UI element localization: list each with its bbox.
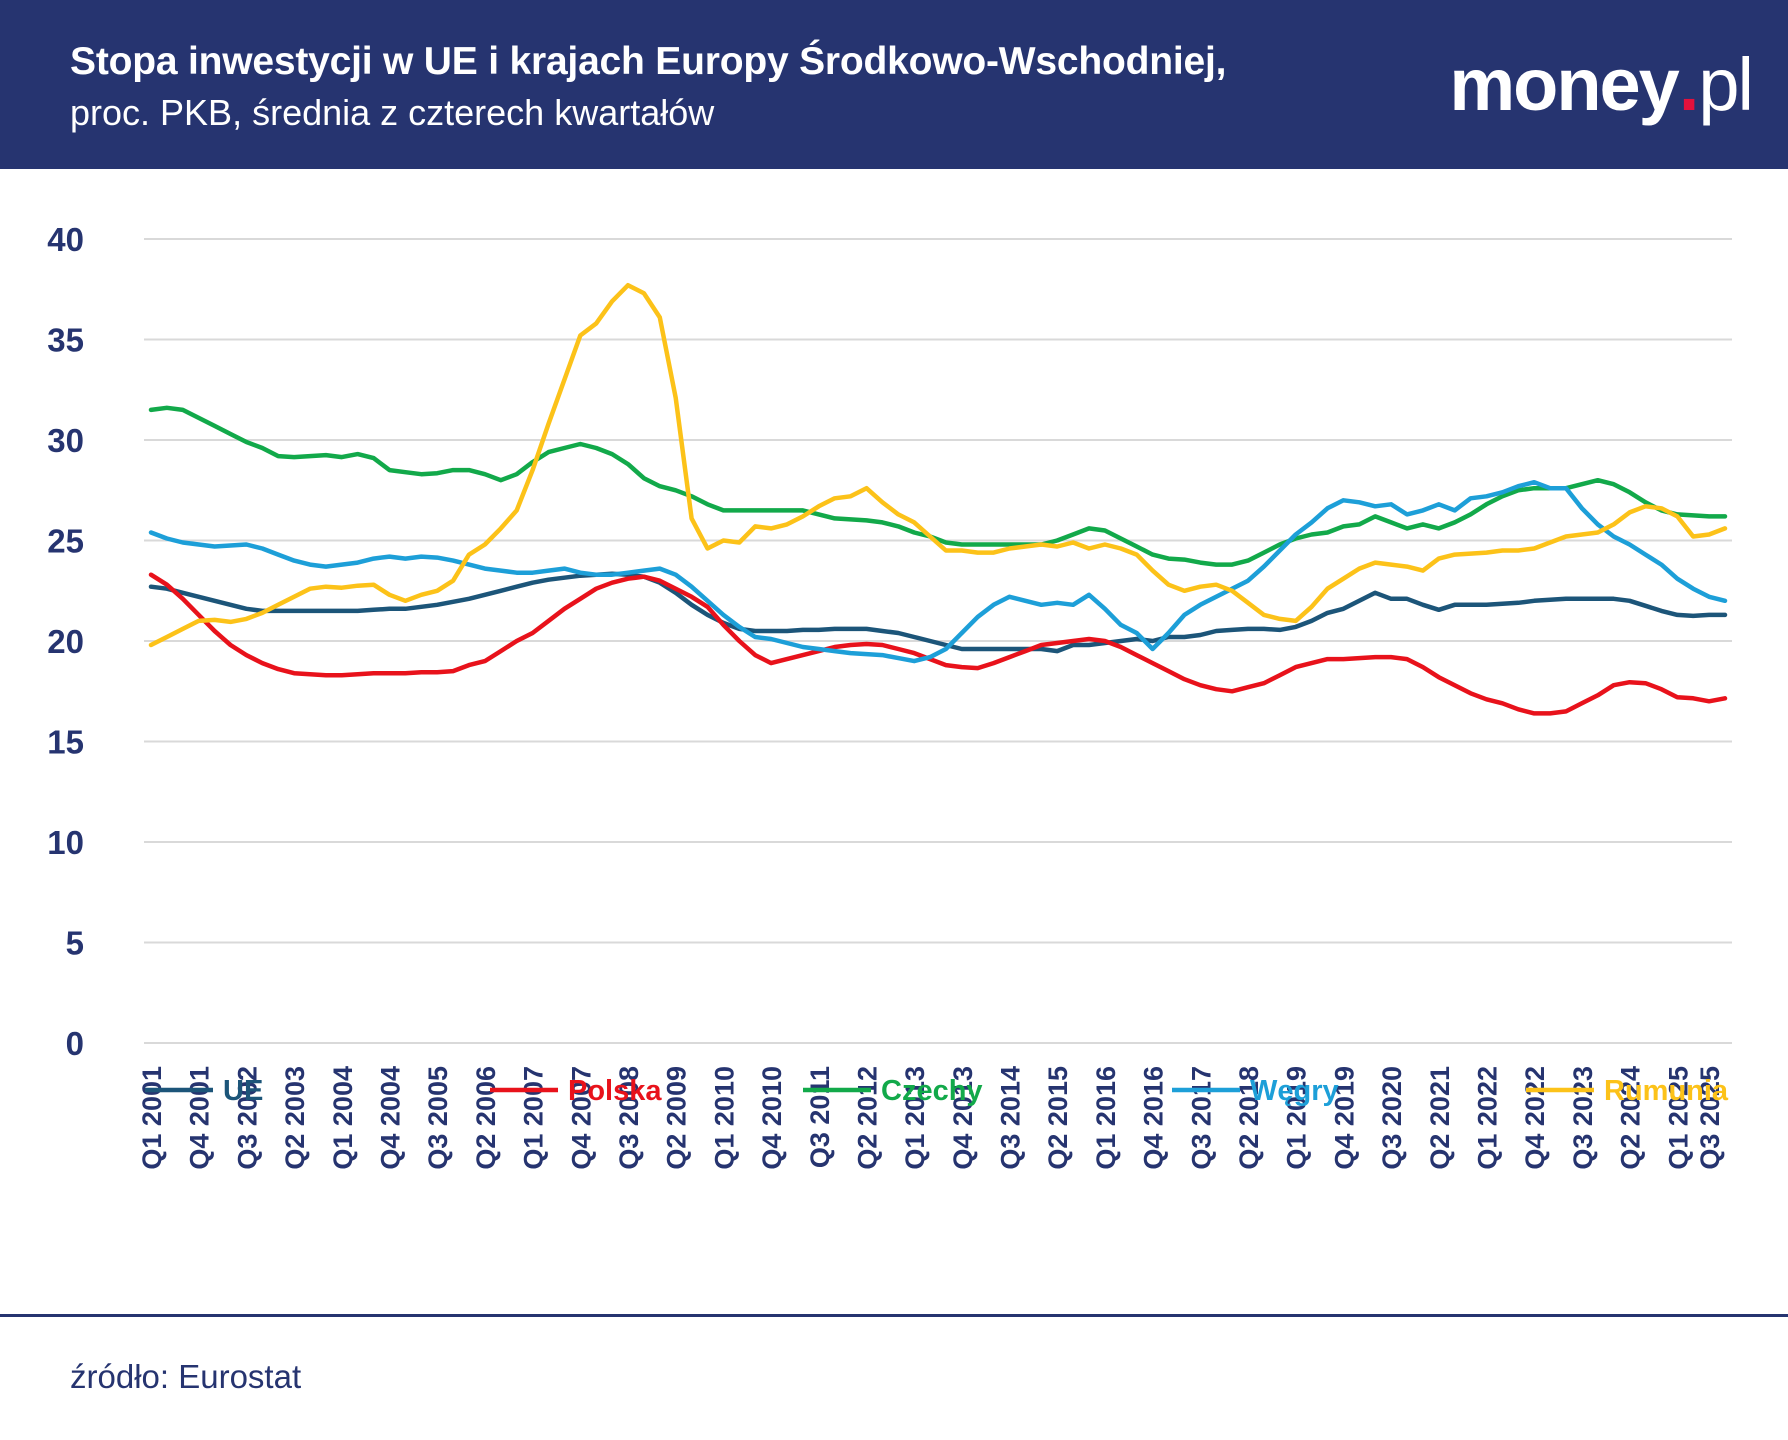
x-tick-label: Q1 2004 <box>328 1066 358 1170</box>
x-tick-label: Q2 2015 <box>1043 1066 1073 1170</box>
x-tick-label: Q3 2011 <box>805 1066 835 1168</box>
x-tick-label: Q4 2007 <box>566 1066 596 1170</box>
x-tick-label: Q4 2022 <box>1520 1066 1550 1170</box>
series-line-węgry <box>148 479 1728 664</box>
legend-item-węgry: Węgry <box>1172 1075 1339 1107</box>
header-banner: Stopa inwestycji w UE i krajach Europy Ś… <box>0 0 1788 169</box>
chart-subtitle: proc. PKB, średnia z czterech kwartałów <box>70 92 715 133</box>
y-tick-label: 25 <box>47 523 84 560</box>
x-tick-label: Q3 2005 <box>423 1066 453 1170</box>
legend-label: Czechy <box>881 1075 983 1107</box>
y-axis-ticks: 0 5 10 15 20 25 30 35 40 <box>47 221 84 1062</box>
x-tick-label: Q3 2023 <box>1568 1066 1598 1170</box>
x-tick-label: Q1 2022 <box>1473 1066 1503 1170</box>
x-tick-label: Q4 2013 <box>948 1066 978 1170</box>
x-tick-label: Q2 2024 <box>1616 1066 1646 1170</box>
x-axis-ticks: Q1 2001 Q4 2001 Q3 2002 Q2 2003 Q1 2004 Q4 20… <box>137 1066 1725 1170</box>
y-tick-label: 20 <box>47 623 84 660</box>
x-tick-label: Q1 2010 <box>709 1066 739 1170</box>
legend-label: Węgry <box>1250 1075 1339 1107</box>
x-tick-label: Q3 2017 <box>1186 1066 1216 1170</box>
logo-text-suffix: pl <box>1698 43 1754 126</box>
x-tick-label: Q3 2008 <box>614 1066 644 1170</box>
legend-label: UE <box>223 1075 263 1107</box>
x-tick-label: Q3 2020 <box>1377 1066 1407 1170</box>
x-tick-label: Q2 2003 <box>280 1066 310 1170</box>
x-tick-label: Q4 2004 <box>375 1066 405 1170</box>
x-tick-label: Q1 2001 <box>137 1066 167 1170</box>
y-tick-label: 30 <box>47 422 84 459</box>
series-line-czechy <box>148 405 1728 567</box>
legend-item-polska: Polska <box>490 1075 662 1107</box>
x-tick-label: Q1 2025 <box>1663 1066 1693 1170</box>
logo-text-main: money <box>1449 43 1680 126</box>
line-chart: 0 5 10 15 20 25 30 35 40 Q1 2001 Q4 2001 Q3 2002 Q2… <box>47 221 1732 1170</box>
x-tick-label: Q4 2010 <box>757 1066 787 1170</box>
y-tick-label: 5 <box>66 925 84 962</box>
x-tick-label: Q3 2014 <box>996 1066 1026 1170</box>
y-tick-label: 40 <box>47 221 84 258</box>
legend-item-ue: UE <box>145 1075 263 1107</box>
y-tick-label: 10 <box>47 824 84 861</box>
x-tick-label: Q4 2001 <box>185 1066 215 1170</box>
legend-label: Rumunia <box>1604 1075 1729 1107</box>
x-tick-label: Q2 2009 <box>662 1066 692 1170</box>
x-tick-label: Q2 2021 <box>1425 1066 1455 1170</box>
x-tick-label: Q3 2025 <box>1695 1066 1725 1170</box>
legend-item-czechy: Czechy <box>803 1075 983 1107</box>
legend: UE Polska Czechy Węgry Rumunia <box>145 1075 1729 1107</box>
footer-divider <box>0 1314 1788 1317</box>
logo-dot: . <box>1678 43 1700 126</box>
x-tick-label: Q3 2002 <box>232 1066 262 1170</box>
y-tick-label: 35 <box>47 322 84 359</box>
x-tick-label: Q1 2016 <box>1091 1066 1121 1170</box>
x-tick-label: Q1 2007 <box>519 1066 549 1170</box>
x-tick-label: Q2 2012 <box>852 1066 882 1170</box>
series-line-ue <box>148 571 1728 654</box>
legend-item-rumunia: Rumunia <box>1526 1075 1729 1107</box>
chart-title: Stopa inwestycji w UE i krajach Europy Ś… <box>70 40 1227 83</box>
legend-label: Polska <box>568 1075 662 1107</box>
series-line-rumunia <box>148 282 1728 648</box>
x-tick-label: Q2 2018 <box>1234 1066 1264 1170</box>
x-tick-label: Q4 2019 <box>1329 1066 1359 1170</box>
source-note: źródło: Eurostat <box>70 1358 302 1395</box>
series-line-polska <box>148 572 1728 716</box>
y-tick-label: 15 <box>47 724 84 761</box>
x-tick-label: Q1 2013 <box>900 1066 930 1170</box>
x-tick-label: Q2 2006 <box>471 1066 501 1170</box>
money-pl-logo: money.pl <box>1449 42 1754 127</box>
x-tick-label: Q1 2019 <box>1282 1066 1312 1170</box>
y-tick-label: 0 <box>66 1025 84 1062</box>
series-lines <box>148 282 1728 716</box>
x-tick-label: Q4 2016 <box>1139 1066 1169 1170</box>
